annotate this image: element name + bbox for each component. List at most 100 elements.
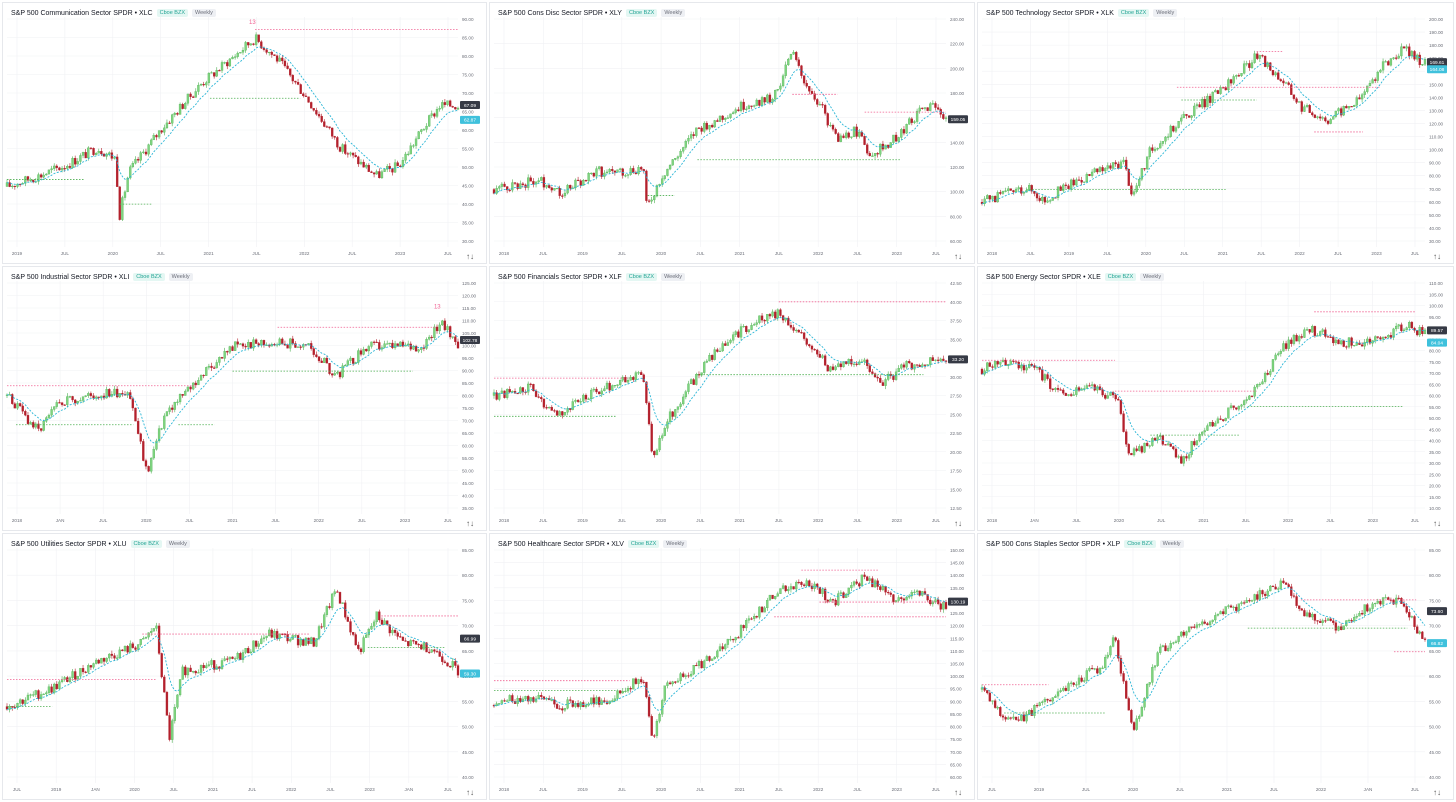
price-tick-label: 100.00 bbox=[950, 190, 964, 195]
candle bbox=[563, 707, 567, 712]
swap-axis-icon[interactable]: ↑↓ bbox=[466, 252, 474, 261]
candle bbox=[58, 399, 61, 404]
candle bbox=[291, 74, 294, 85]
price-chart[interactable]: 42.5040.0037.5035.0032.5030.0027.5025.00… bbox=[490, 267, 975, 531]
price-tick-label: 90.00 bbox=[1429, 161, 1441, 166]
swap-axis-icon[interactable]: ↑↓ bbox=[1433, 788, 1441, 797]
candle bbox=[600, 387, 603, 398]
candle bbox=[1201, 431, 1204, 437]
price-chart[interactable]: 240.00220.00200.00180.00160.00140.00120.… bbox=[490, 3, 975, 264]
interval-badge[interactable]: Weekly bbox=[1153, 9, 1178, 17]
interval-badge[interactable]: Weekly bbox=[168, 273, 193, 281]
price-axis[interactable]: 150.00145.00140.00135.00130.00125.00120.… bbox=[950, 548, 964, 780]
grid-lines bbox=[494, 17, 946, 247]
candle bbox=[1104, 393, 1107, 400]
time-axis[interactable]: 2018 JUL 2019 JUL 2020 JUL 2021 JUL 2022 JUL 2023 J… bbox=[499, 251, 941, 256]
candle bbox=[1269, 368, 1272, 377]
price-axis[interactable]: 90.0085.0080.0075.0070.0065.0060.0055.00… bbox=[462, 17, 474, 244]
candle bbox=[1305, 103, 1309, 109]
candle bbox=[60, 676, 64, 684]
swap-axis-icon[interactable]: ↑↓ bbox=[954, 519, 962, 528]
candles bbox=[980, 577, 1427, 732]
candle bbox=[236, 51, 239, 59]
price-axis[interactable]: 240.00220.00200.00180.00160.00140.00120.… bbox=[950, 17, 964, 244]
interval-badge[interactable]: Weekly bbox=[661, 9, 686, 17]
time-axis[interactable]: 2018 JUL 2019 JUL 2020 JUL 2021 JUL 2022 JUL 2023 J… bbox=[499, 787, 941, 792]
interval-badge[interactable]: Weekly bbox=[661, 273, 686, 281]
candle bbox=[163, 674, 166, 693]
swap-axis-icon[interactable]: ↑↓ bbox=[954, 252, 962, 261]
time-axis[interactable]: 2019 JUL 2020 JUL 2021 JUL 2022 JUL 2023 JUL bbox=[12, 251, 453, 256]
time-tick-label: 2023 bbox=[395, 251, 406, 256]
chart-panel[interactable]: S&P 500 Technology Sector SPDR • XLK Cboe… bbox=[977, 2, 1454, 264]
candle bbox=[1353, 614, 1356, 623]
candle bbox=[118, 393, 121, 399]
candle bbox=[189, 92, 192, 100]
price-axis[interactable]: 85.0080.0075.0070.0065.0060.0055.0050.00… bbox=[462, 548, 474, 780]
price-chart[interactable]: 85.0080.0075.0070.0065.0060.0055.0050.00… bbox=[978, 534, 1454, 800]
time-tick-label: JUL bbox=[696, 518, 705, 523]
price-axis[interactable]: 200.00190.00180.00170.00160.00150.00140.… bbox=[1429, 17, 1443, 244]
candle bbox=[755, 319, 758, 327]
candle bbox=[1201, 619, 1204, 627]
chart-panel[interactable]: S&P 500 Cons Disc Sector SPDR • XLY Cboe … bbox=[489, 2, 975, 264]
time-axis[interactable]: JUL 2019 JUL 2020 JUL 2021 JUL 2022 JAN JUL bbox=[988, 787, 1420, 792]
candle bbox=[184, 101, 187, 110]
candle bbox=[1164, 135, 1167, 145]
candle bbox=[430, 649, 433, 654]
candle bbox=[1193, 438, 1196, 447]
price-chart[interactable]: 13125.00120.00115.00110.00105.00100.0095… bbox=[3, 267, 487, 531]
candle bbox=[1208, 620, 1212, 628]
price-axis[interactable]: 110.00105.00100.0095.0090.0085.0080.0075… bbox=[1429, 281, 1443, 511]
interval-badge[interactable]: Weekly bbox=[663, 540, 688, 548]
price-tick-label: 12.50 bbox=[950, 506, 962, 511]
candle bbox=[855, 123, 858, 139]
price-chart[interactable]: 1390.0085.0080.0075.0070.0065.0060.0055.… bbox=[3, 3, 487, 264]
candle bbox=[1090, 664, 1094, 670]
price-tick-label: 55.00 bbox=[462, 699, 474, 704]
price-axis[interactable]: 42.5040.0037.5035.0032.5030.0027.5025.00… bbox=[950, 281, 962, 511]
candle bbox=[653, 450, 656, 458]
swap-axis-icon[interactable]: ↑↓ bbox=[466, 519, 474, 528]
chart-panel[interactable]: S&P 500 Financials Sector SPDR • XLF Cboe… bbox=[489, 266, 975, 531]
chart-panel[interactable]: S&P 500 Industrial Sector SPDR • XLI Cboe… bbox=[2, 266, 487, 531]
price-chart[interactable]: 110.00105.00100.0095.0090.0085.0080.0075… bbox=[978, 267, 1454, 531]
candle bbox=[918, 590, 921, 597]
candle bbox=[1109, 392, 1112, 396]
time-axis[interactable]: 2018 JUL 2019 JUL 2020 JUL 2021 JUL 2022 JUL 2023 J… bbox=[987, 251, 1420, 256]
candle bbox=[837, 590, 840, 607]
time-axis[interactable]: 2018 JAN JUL 2020 JUL 2021 JUL 2022 JUL 2023 JUL bbox=[987, 518, 1420, 523]
candle bbox=[71, 668, 74, 682]
candle bbox=[1360, 92, 1364, 103]
swap-axis-icon[interactable]: ↑↓ bbox=[954, 788, 962, 797]
candle bbox=[563, 411, 567, 416]
price-chart[interactable]: 85.0080.0075.0070.0065.0060.0055.0050.00… bbox=[3, 534, 487, 800]
swap-axis-icon[interactable]: ↑↓ bbox=[1433, 519, 1441, 528]
time-axis[interactable]: JUL 2019 JAN 2020 JUL 2021 JUL 2022 JUL 2023 JAN JU… bbox=[13, 787, 453, 792]
price-chart[interactable]: 150.00145.00140.00135.00130.00125.00120.… bbox=[490, 534, 975, 800]
candle bbox=[1313, 613, 1317, 624]
chart-panel[interactable]: S&P 500 Energy Sector SPDR • XLE Cboe BZX… bbox=[977, 266, 1454, 531]
candle bbox=[118, 186, 121, 221]
chart-panel[interactable]: S&P 500 Healthcare Sector SPDR • XLV Cboe… bbox=[489, 533, 975, 800]
price-axis[interactable]: 125.00120.00115.00110.00105.00100.0095.0… bbox=[462, 281, 476, 511]
candle bbox=[1366, 603, 1369, 613]
candle bbox=[866, 142, 869, 156]
candle bbox=[1400, 597, 1403, 604]
price-chart[interactable]: 200.00190.00180.00170.00160.00150.00140.… bbox=[978, 3, 1454, 264]
time-axis[interactable]: 2018 JAN JUL 2020 JUL 2021 JUL 2022 JUL 2023 JUL bbox=[12, 518, 453, 523]
chart-panel[interactable]: S&P 500 Communication Sector SPDR • XLC C… bbox=[2, 2, 487, 264]
price-axis[interactable]: 85.0080.0075.0070.0065.0060.0055.0050.00… bbox=[1429, 548, 1441, 780]
interval-badge[interactable]: Weekly bbox=[1159, 540, 1184, 548]
chart-panel[interactable]: S&P 500 Cons Staples Sector SPDR • XLP Cb… bbox=[977, 533, 1454, 800]
interval-badge[interactable]: Weekly bbox=[165, 540, 190, 548]
chart-panel[interactable]: S&P 500 Utilities Sector SPDR • XLU Cboe … bbox=[2, 533, 487, 800]
time-axis[interactable]: 2018 JUL 2019 JUL 2020 JUL 2021 JUL 2022 JUL 2023 J… bbox=[499, 518, 941, 523]
interval-badge[interactable]: Weekly bbox=[1140, 273, 1165, 281]
interval-badge[interactable]: Weekly bbox=[191, 9, 216, 17]
candles bbox=[5, 32, 460, 221]
candle bbox=[505, 388, 509, 400]
swap-axis-icon[interactable]: ↑↓ bbox=[466, 788, 474, 797]
candle bbox=[1056, 384, 1060, 393]
swap-axis-icon[interactable]: ↑↓ bbox=[1433, 252, 1441, 261]
